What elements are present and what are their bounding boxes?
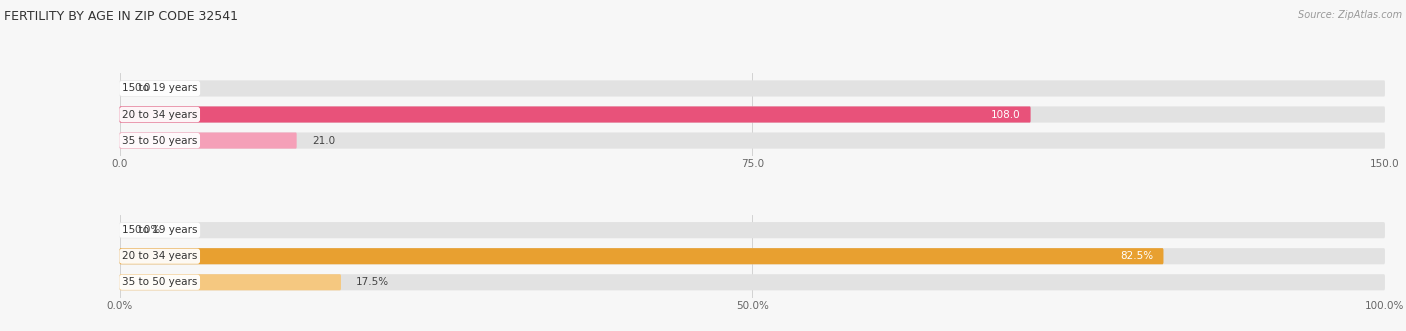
Text: 35 to 50 years: 35 to 50 years — [122, 136, 197, 146]
Text: 20 to 34 years: 20 to 34 years — [122, 110, 197, 119]
FancyBboxPatch shape — [120, 248, 1385, 264]
Text: 21.0: 21.0 — [312, 136, 335, 146]
Text: 0.0: 0.0 — [135, 83, 150, 93]
FancyBboxPatch shape — [120, 80, 1385, 97]
Text: 15 to 19 years: 15 to 19 years — [122, 225, 197, 235]
Text: 82.5%: 82.5% — [1121, 251, 1153, 261]
Text: 0.0%: 0.0% — [135, 225, 160, 235]
FancyBboxPatch shape — [120, 107, 1385, 122]
Text: FERTILITY BY AGE IN ZIP CODE 32541: FERTILITY BY AGE IN ZIP CODE 32541 — [4, 10, 238, 23]
FancyBboxPatch shape — [120, 222, 1385, 238]
FancyBboxPatch shape — [120, 132, 297, 149]
FancyBboxPatch shape — [120, 132, 1385, 149]
Text: 35 to 50 years: 35 to 50 years — [122, 277, 197, 287]
FancyBboxPatch shape — [120, 248, 1164, 264]
Text: 108.0: 108.0 — [991, 110, 1021, 119]
Text: 17.5%: 17.5% — [356, 277, 389, 287]
FancyBboxPatch shape — [120, 274, 1385, 290]
FancyBboxPatch shape — [120, 274, 342, 290]
Text: Source: ZipAtlas.com: Source: ZipAtlas.com — [1298, 10, 1402, 20]
Text: 20 to 34 years: 20 to 34 years — [122, 251, 197, 261]
FancyBboxPatch shape — [120, 107, 1031, 122]
Text: 15 to 19 years: 15 to 19 years — [122, 83, 197, 93]
